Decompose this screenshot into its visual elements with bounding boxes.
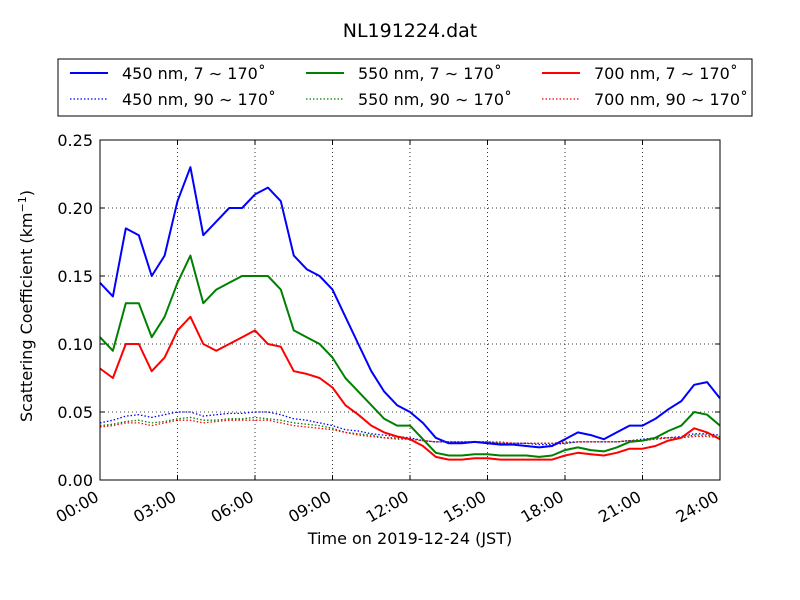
series-layer <box>99 166 721 461</box>
y-tick-label: 0.10 <box>57 335 93 354</box>
legend-box <box>57 58 753 117</box>
y-tick-labels: 0.00 0.05 0.10 0.15 0.20 0.25 <box>57 131 93 490</box>
series-line-3 <box>99 315 721 461</box>
y-axis-label-close: ) <box>17 190 36 196</box>
legend: 450 nm, 7 ∼ 170˚ 550 nm, 7 ∼ 170˚ 700 nm, … <box>57 58 753 117</box>
y-tick-label: 0.20 <box>57 199 93 218</box>
y-axis-label-sup: −1 <box>16 196 29 212</box>
y-tick-label: 0.05 <box>57 403 93 422</box>
series-line-1 <box>99 166 721 449</box>
chart-title: NL191224.dat <box>343 20 478 42</box>
legend-label: 450 nm, 7 ∼ 170˚ <box>122 64 266 83</box>
y-axis-label: Scattering Coefficient (km−1) <box>16 190 36 422</box>
legend-label: 550 nm, 90 ∼ 170˚ <box>358 90 512 109</box>
grid-lines <box>100 140 720 480</box>
legend-items: 450 nm, 7 ∼ 170˚ 550 nm, 7 ∼ 170˚ 700 nm, … <box>70 64 748 109</box>
series-line-2 <box>99 254 721 458</box>
legend-label: 700 nm, 7 ∼ 170˚ <box>594 64 738 83</box>
y-axis-label-main: Scattering Coefficient (km <box>17 212 36 422</box>
y-tick-label: 0.00 <box>57 471 93 490</box>
y-tick-label: 0.15 <box>57 267 93 286</box>
x-axis-label: Time on 2019-12-24 (JST) <box>307 529 512 548</box>
legend-label: 450 nm, 90 ∼ 170˚ <box>122 90 276 109</box>
axis-ticks <box>99 139 721 481</box>
y-tick-label: 0.25 <box>57 131 93 150</box>
legend-label: 700 nm, 90 ∼ 170˚ <box>594 90 748 109</box>
legend-label: 550 nm, 7 ∼ 170˚ <box>358 64 502 83</box>
series-line-4 <box>99 411 721 446</box>
